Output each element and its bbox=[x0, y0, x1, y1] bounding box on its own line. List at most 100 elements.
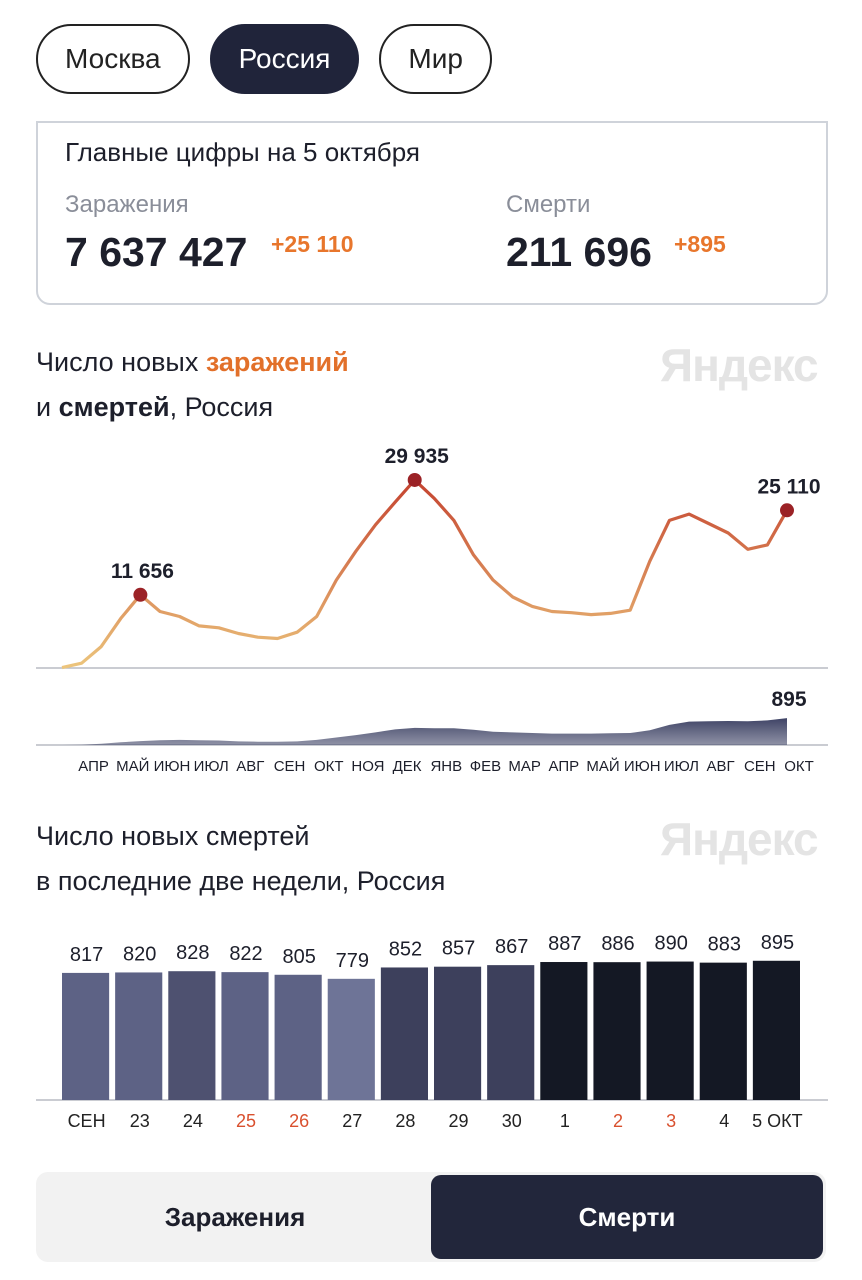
x-tick-label: 30 bbox=[502, 1111, 522, 1131]
x-tick-label: СЕН bbox=[744, 758, 776, 775]
value-label: 887 bbox=[548, 933, 581, 955]
x-tick-label: ОКТ bbox=[784, 758, 814, 775]
toggle-button[interactable]: Заражения bbox=[164, 1202, 306, 1232]
x-tick-label: 3 bbox=[666, 1111, 676, 1131]
value-label: 29 935 bbox=[385, 445, 450, 468]
value-label: 867 bbox=[495, 936, 528, 958]
value-label: 890 bbox=[654, 933, 687, 955]
region-tab[interactable]: Россия bbox=[209, 24, 360, 94]
value-label: 883 bbox=[708, 934, 741, 956]
x-tick-label: 1 bbox=[560, 1111, 570, 1131]
title-bold: смертей bbox=[58, 392, 170, 422]
x-tick-label: 29 bbox=[449, 1111, 469, 1131]
bar bbox=[593, 962, 641, 1100]
bar bbox=[752, 960, 800, 1100]
title-line: и смертей, Россия bbox=[36, 385, 349, 430]
infections-line bbox=[61, 478, 789, 670]
bar bbox=[434, 966, 482, 1100]
region-tab[interactable]: Москва bbox=[36, 24, 190, 94]
x-tick-label: ИЮН bbox=[154, 758, 191, 775]
deaths-total: 211 696 bbox=[506, 229, 652, 275]
x-tick-label: СЕН bbox=[68, 1111, 106, 1131]
x-tick-label: МАЙ bbox=[586, 757, 619, 775]
value-label: 25 110 bbox=[757, 475, 820, 498]
value-label: 857 bbox=[442, 938, 475, 960]
x-tick-label: АПР bbox=[549, 758, 580, 775]
value-label: 11 656 bbox=[111, 560, 174, 583]
x-tick-label: 23 bbox=[130, 1111, 150, 1131]
x-tick-label: АВГ bbox=[707, 758, 735, 775]
x-tick-label: МАЙ bbox=[116, 757, 149, 775]
value-label: 852 bbox=[389, 938, 422, 960]
chart-title: Число новых смертей в последние две неде… bbox=[36, 814, 445, 904]
toggle-button[interactable]: Смерти bbox=[431, 1175, 823, 1259]
deaths-area bbox=[62, 718, 787, 745]
infections-total: 7 637 427 bbox=[65, 229, 248, 275]
region-tab[interactable]: Мир bbox=[379, 24, 492, 94]
x-tick-label: 26 bbox=[289, 1111, 309, 1131]
bar bbox=[274, 974, 322, 1100]
x-tick-label: 25 bbox=[236, 1111, 256, 1131]
watermark: Яндекс bbox=[660, 813, 819, 865]
value-label: 828 bbox=[176, 942, 209, 964]
bar bbox=[168, 971, 216, 1100]
title-part: , Россия bbox=[169, 392, 274, 422]
x-tick-label: ИЮЛ bbox=[664, 758, 699, 775]
bar bbox=[221, 972, 269, 1100]
x-tick-label: НОЯ bbox=[351, 758, 384, 775]
watermark: Яндекс bbox=[660, 339, 819, 391]
title-line: Число новых смертей bbox=[36, 821, 310, 851]
title-accent: заражений bbox=[205, 347, 349, 377]
x-tick-label: ЯНВ bbox=[430, 758, 462, 775]
peak-marker bbox=[780, 503, 794, 518]
peak-marker bbox=[407, 472, 422, 487]
x-tick-label: ДЕК bbox=[393, 758, 422, 775]
x-tick-label: ИЮЛ bbox=[194, 758, 229, 775]
x-tick-label: 27 bbox=[342, 1111, 362, 1131]
x-tick-label: ФЕВ bbox=[470, 758, 501, 775]
x-tick-label: ИЮН bbox=[624, 758, 661, 775]
metric-toggle: Заражения Смерти bbox=[36, 1172, 826, 1262]
value-label: 895 bbox=[761, 932, 794, 954]
x-tick-label: МАР bbox=[508, 758, 541, 775]
x-tick-label: 4 bbox=[719, 1111, 729, 1131]
bar bbox=[115, 972, 163, 1100]
infections-delta: +25 110 bbox=[271, 231, 354, 257]
x-tick-label: 2 bbox=[613, 1111, 623, 1131]
bar-chart: 817СЕН8202382824822258052677927852288572… bbox=[36, 932, 828, 1131]
bar bbox=[487, 965, 535, 1100]
summary-title: Главные цифры на 5 октября bbox=[65, 137, 420, 167]
chart-title: Число новых заражений и смертей, Россия bbox=[36, 340, 349, 430]
bar bbox=[646, 961, 694, 1100]
title-part: и bbox=[36, 392, 59, 422]
summary-card: Главные цифры на 5 октября Заражения 7 6… bbox=[36, 121, 828, 305]
title-line: в последние две недели, Россия bbox=[36, 866, 446, 896]
bar bbox=[540, 962, 588, 1100]
x-tick-label: АВГ bbox=[236, 758, 264, 775]
value-label: 805 bbox=[282, 946, 315, 968]
x-tick-label: 5 ОКТ bbox=[752, 1111, 803, 1131]
deaths-delta: +895 bbox=[674, 231, 726, 257]
value-label: 886 bbox=[601, 933, 634, 955]
x-tick-label: СЕН bbox=[274, 758, 306, 775]
value-label: 820 bbox=[123, 943, 156, 965]
value-label: 895 bbox=[771, 688, 806, 711]
x-tick-label: 28 bbox=[395, 1111, 415, 1131]
bar bbox=[699, 962, 747, 1100]
deaths-label: Смерти bbox=[506, 191, 591, 218]
bar bbox=[380, 967, 428, 1100]
title-part: Число новых bbox=[36, 347, 206, 377]
infections-label: Заражения bbox=[65, 191, 189, 218]
x-tick-label: 24 bbox=[183, 1111, 203, 1131]
value-label: 822 bbox=[229, 943, 262, 965]
bar bbox=[327, 978, 375, 1100]
bar bbox=[62, 972, 110, 1100]
peak-marker bbox=[133, 587, 148, 602]
value-label: 817 bbox=[70, 944, 103, 966]
region-tabs: Москва Россия Мир bbox=[36, 24, 492, 94]
value-label: 779 bbox=[336, 950, 369, 972]
title-line: Число новых заражений bbox=[36, 340, 349, 385]
x-tick-label: АПР bbox=[78, 758, 109, 775]
